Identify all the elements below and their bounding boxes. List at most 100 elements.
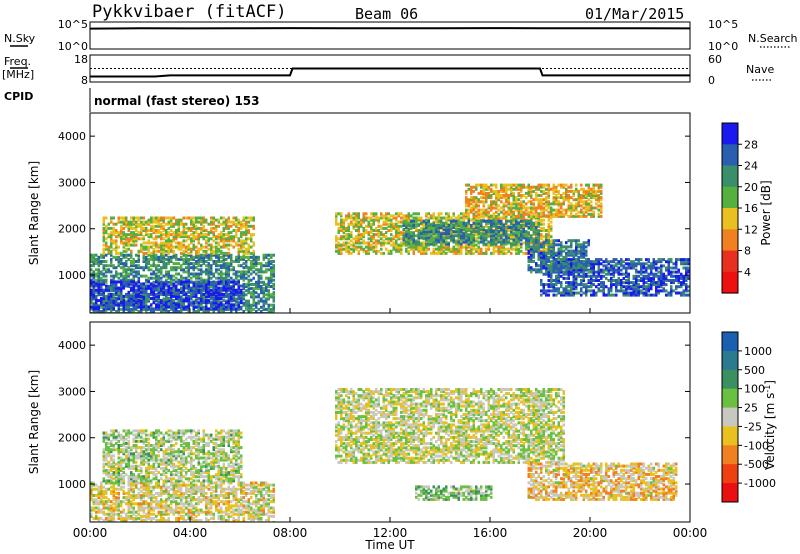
heatmap-cell [542, 272, 545, 276]
heatmap-cell [112, 216, 115, 220]
heatmap-cell [492, 251, 495, 255]
heatmap-cell [195, 286, 198, 290]
heatmap-cell [265, 287, 268, 291]
heatmap-cell [205, 249, 208, 253]
heatmap-cell [202, 235, 205, 239]
heatmap-cell [357, 222, 360, 226]
heatmap-cell [497, 232, 500, 236]
heatmap-cell [187, 280, 190, 284]
heatmap-cell [107, 251, 110, 255]
heatmap-cell [417, 249, 420, 253]
heatmap-cell [427, 219, 430, 223]
heatmap-cell [375, 239, 378, 243]
heatmap-cell [270, 266, 273, 270]
heatmap-cell [192, 274, 195, 278]
heatmap-cell [132, 282, 135, 286]
heatmap-cell [90, 284, 93, 288]
heatmap-cell [470, 206, 473, 210]
heatmap-cell [367, 237, 370, 241]
heatmap-cell [655, 293, 658, 297]
heatmap-cell [427, 236, 430, 240]
heatmap-cell [427, 239, 430, 243]
heatmap-cell [192, 284, 195, 288]
heatmap-cell [395, 245, 398, 249]
heatmap-cell [630, 264, 633, 268]
heatmap-cell [370, 237, 373, 241]
heatmap-cell [547, 218, 550, 222]
heatmap-cell [240, 307, 243, 311]
heatmap-cell [197, 233, 200, 237]
heatmap-cell [590, 266, 593, 270]
heatmap-cell [385, 247, 388, 251]
heatmap-cell [172, 310, 175, 313]
heatmap-cell [137, 294, 140, 298]
heatmap-cell [202, 245, 205, 249]
heatmap-cell [172, 289, 175, 293]
heatmap-cell [252, 253, 255, 257]
heatmap-cell [220, 274, 223, 278]
heatmap-cell [567, 285, 570, 289]
heatmap-cell [177, 278, 180, 282]
heatmap-cell [537, 221, 540, 225]
heatmap-cell [192, 255, 195, 259]
heatmap-cell [645, 270, 648, 274]
heatmap-cell [182, 276, 185, 280]
heatmap-cell [195, 226, 198, 230]
heatmap-cell [260, 287, 263, 291]
heatmap-cell [412, 226, 415, 229]
heatmap-cell [517, 223, 520, 227]
heatmap-cell [480, 214, 483, 218]
heatmap-cell [175, 235, 178, 239]
heatmap-cell [572, 287, 575, 291]
heatmap-cell [232, 237, 235, 241]
heatmap-cell [395, 247, 398, 251]
heatmap-cell [565, 287, 568, 291]
heatmap-cell [670, 289, 673, 293]
heatmap-cell [145, 257, 148, 261]
heatmap-cell [682, 262, 685, 266]
heatmap-cell [182, 257, 185, 261]
heatmap-cell [517, 221, 520, 225]
heatmap-cell [462, 218, 465, 222]
heatmap-cell [147, 239, 150, 243]
heatmap-cell [262, 282, 265, 286]
heatmap-cell [437, 245, 440, 249]
heatmap-cell [472, 206, 475, 210]
heatmap-cell [92, 276, 95, 280]
heatmap-cell [185, 276, 188, 280]
heatmap-cell [157, 294, 160, 298]
heatmap-cell [227, 231, 230, 235]
heatmap-cell [160, 249, 163, 253]
heatmap-cell [640, 285, 643, 289]
heatmap-cell [487, 243, 490, 247]
heatmap-cell [115, 266, 118, 270]
heatmap-cell [472, 214, 475, 218]
heatmap-cell [402, 223, 405, 227]
heatmap-cell [187, 272, 190, 276]
heatmap-cell [517, 230, 520, 234]
heatmap-cell [172, 268, 175, 272]
heatmap-cell [467, 236, 470, 240]
heatmap-cell [207, 262, 210, 266]
heatmap-cell [95, 278, 98, 282]
heatmap-cell [170, 276, 173, 280]
heatmap-cell [235, 301, 238, 305]
heatmap-cell [225, 218, 228, 222]
heatmap-cell [605, 264, 608, 268]
heatmap-cell [155, 287, 158, 291]
heatmap-cell [152, 289, 155, 293]
heatmap-cell [497, 221, 500, 225]
heatmap-cell [620, 268, 623, 272]
heatmap-cell [102, 220, 105, 224]
heatmap-cell [440, 245, 443, 249]
heatmap-cell [102, 229, 105, 232]
heatmap-cell [162, 233, 165, 237]
heatmap-cell [565, 289, 568, 293]
heatmap-cell [615, 293, 618, 297]
heatmap-cell [225, 282, 228, 286]
heatmap-cell [475, 230, 478, 234]
heatmap-cell [545, 247, 548, 251]
heatmap-cell [137, 305, 140, 309]
heatmap-cell [650, 272, 653, 276]
heatmap-cell [677, 258, 680, 262]
